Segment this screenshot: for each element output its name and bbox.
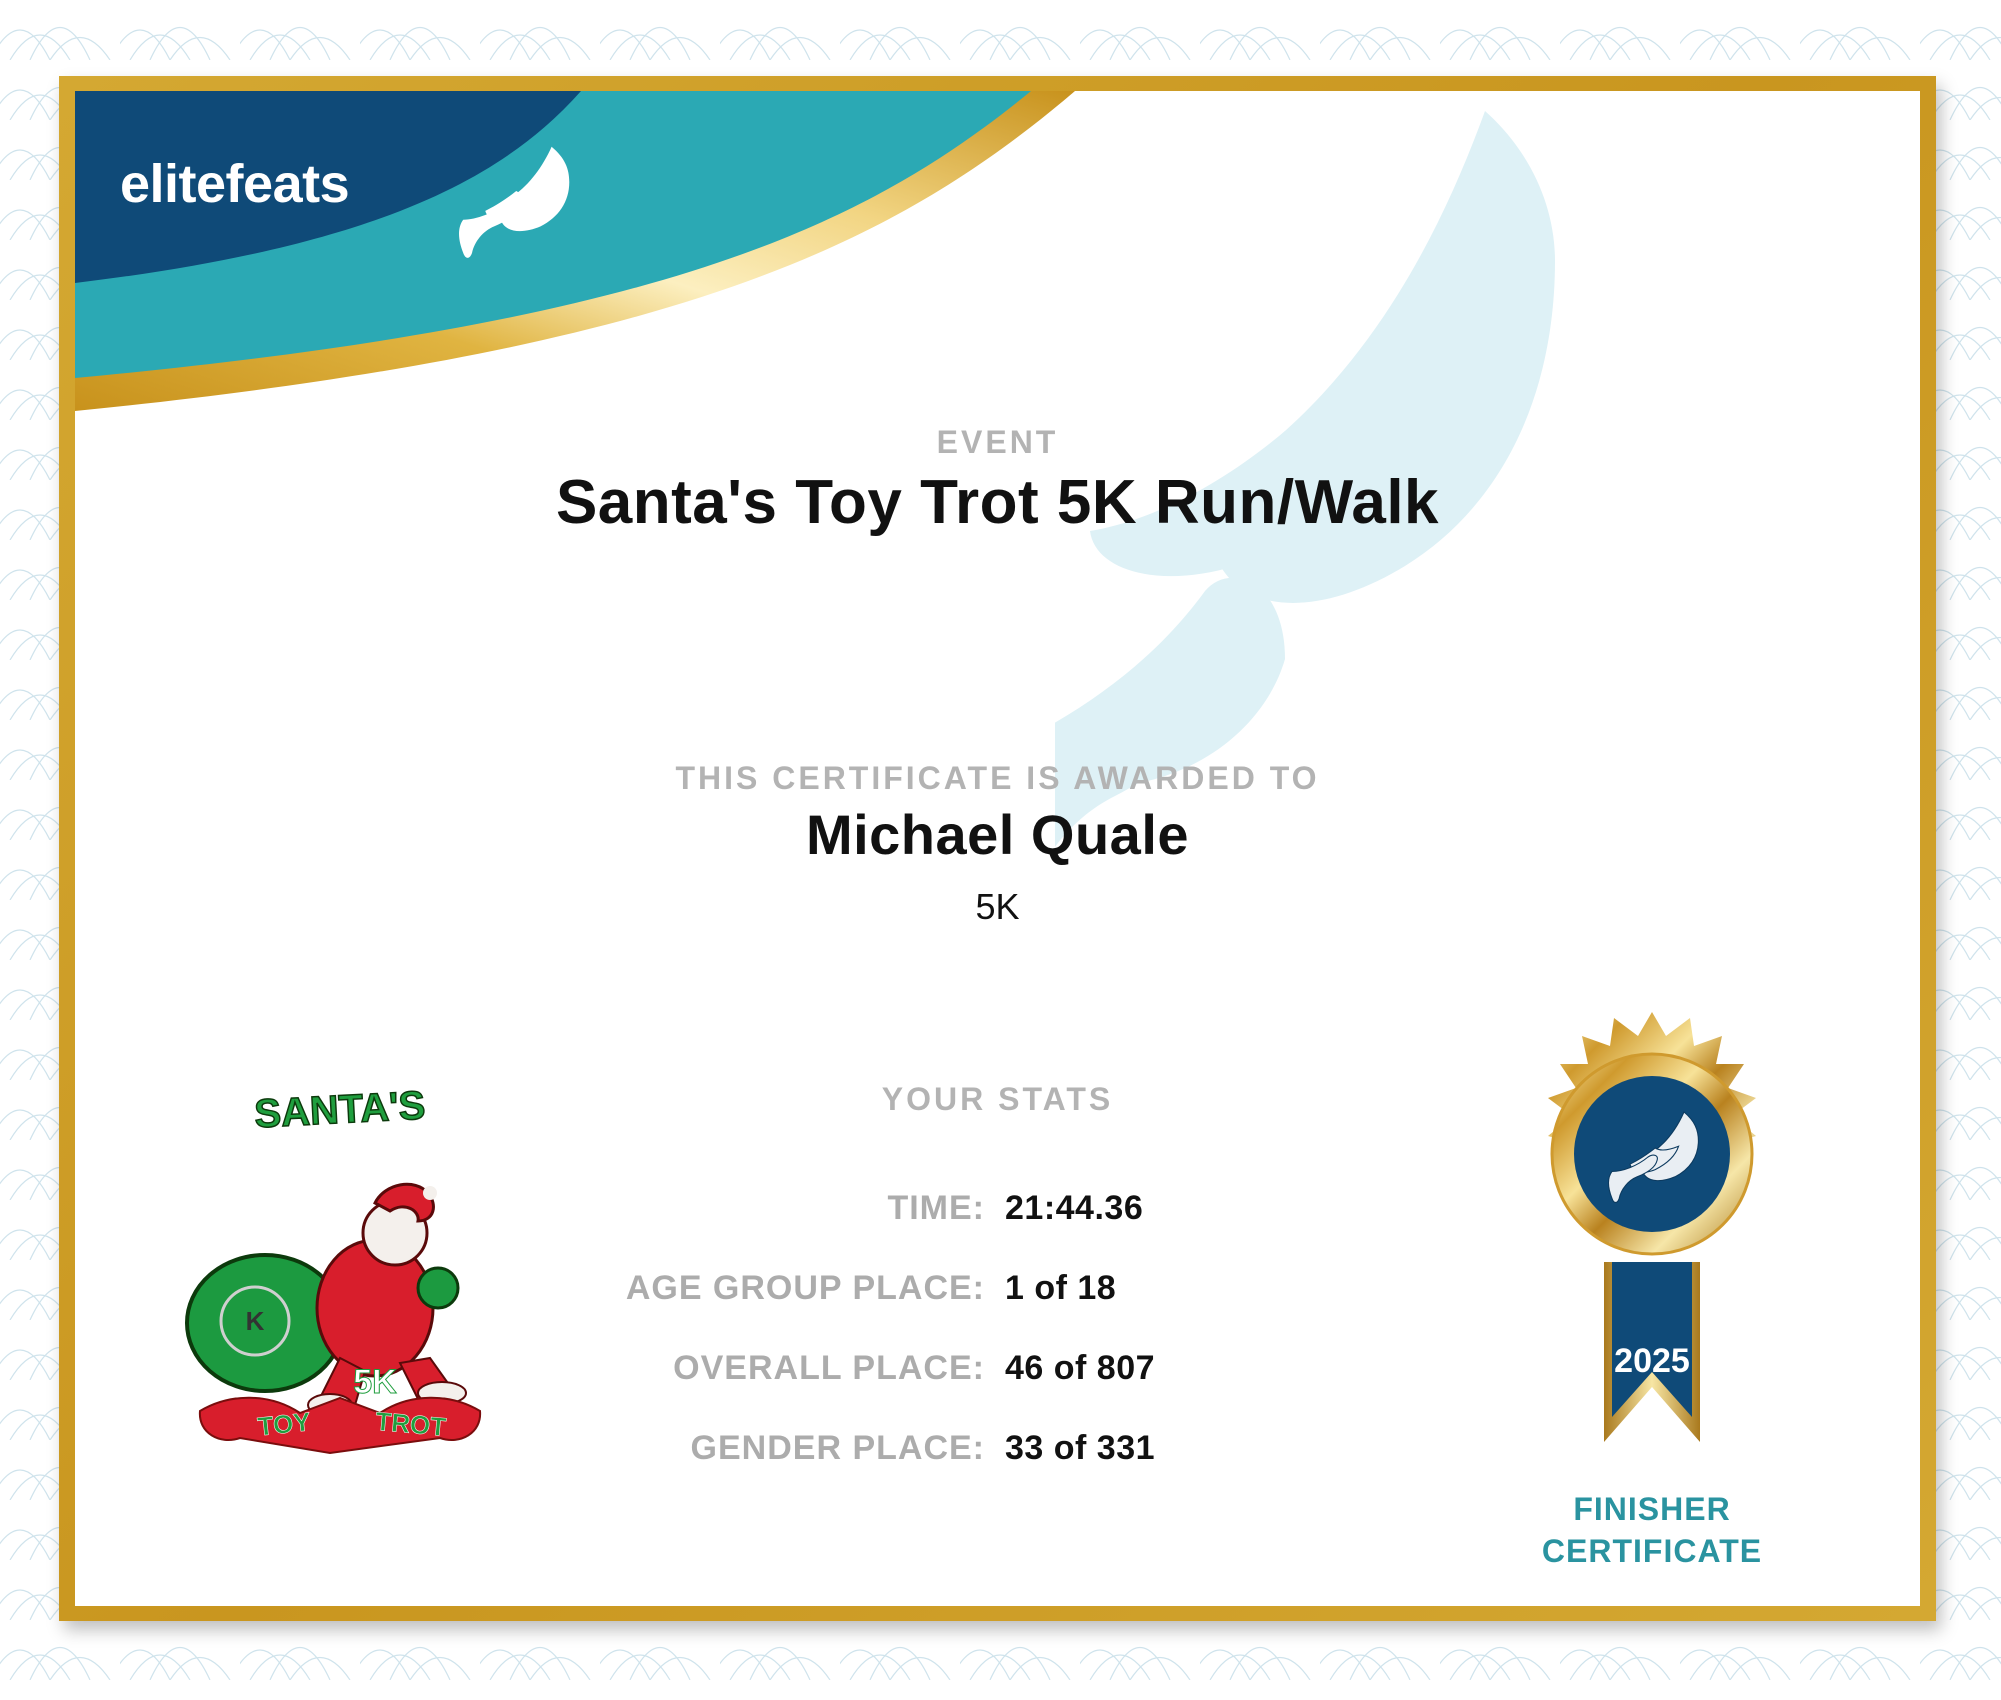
svg-text:K: K [246,1306,265,1336]
svg-text:5K: 5K [353,1363,397,1401]
svg-text:TOY: TOY [256,1406,312,1441]
svg-text:SANTA'S: SANTA'S [253,1084,426,1137]
svg-text:TROT: TROT [374,1406,447,1442]
